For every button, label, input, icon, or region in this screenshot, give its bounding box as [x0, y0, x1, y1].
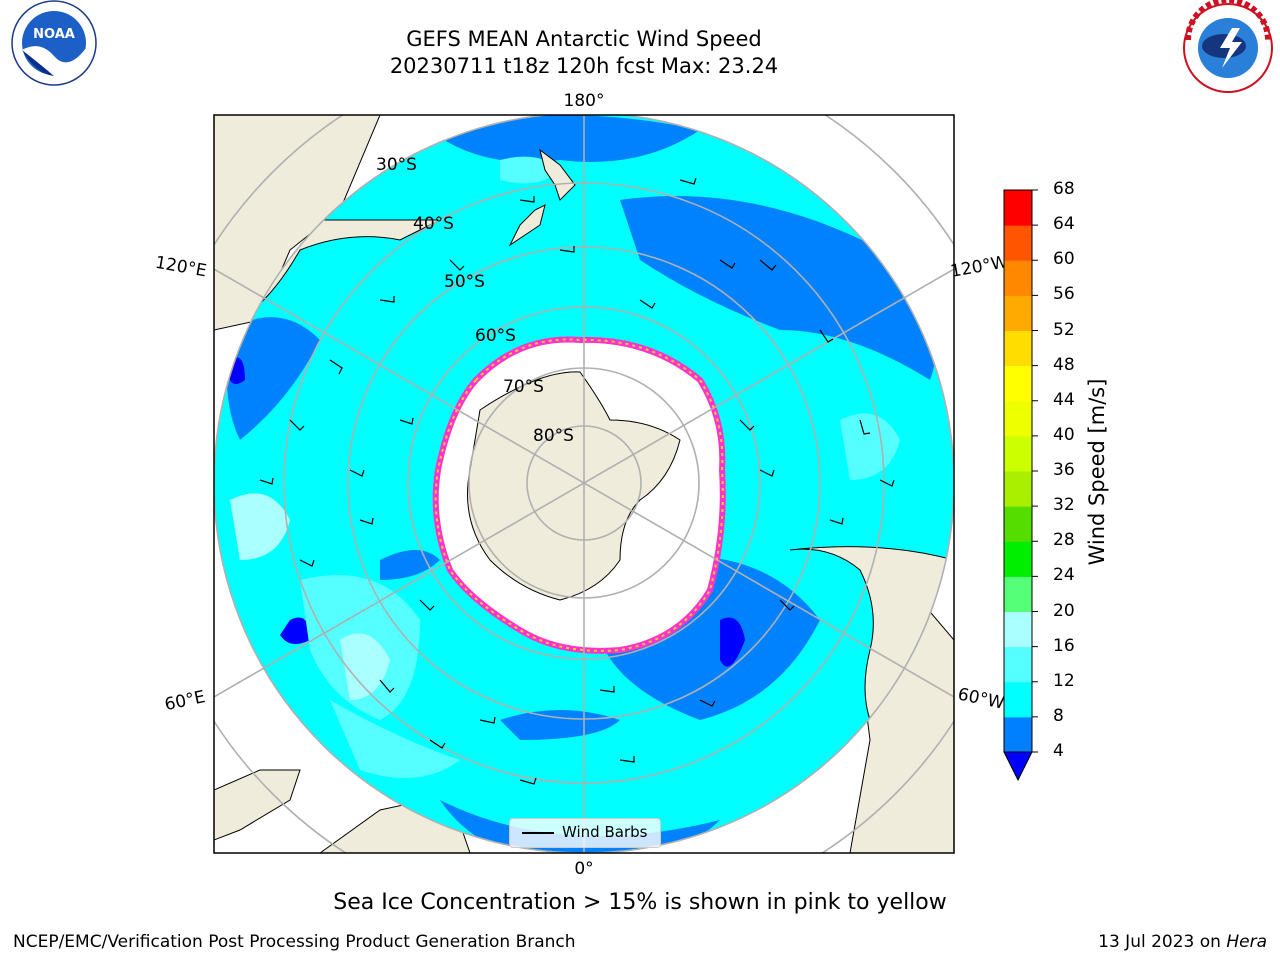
footer-credit: NCEP/EMC/Verification Post Processing Pr… — [13, 932, 576, 952]
colorbar-tick-label: 44 — [1053, 389, 1075, 410]
colorbar — [1003, 189, 1038, 782]
colorbar-bin — [1004, 576, 1032, 612]
colorbar-tick-label: 60 — [1053, 249, 1075, 270]
sea-ice-caption: Sea Ice Concentration > 15% is shown in … — [333, 890, 947, 915]
noaa-logo: NOAA — [11, 0, 97, 86]
colorbar-tick-label: 52 — [1053, 319, 1075, 340]
colorbar-tick-label: 12 — [1053, 670, 1075, 691]
lat-label-80s: 80°S — [533, 426, 574, 446]
colorbar-tick-label: 56 — [1053, 284, 1075, 305]
lon-label-left-lower: 60°E — [163, 687, 207, 715]
colorbar-tick-label: 16 — [1053, 635, 1075, 656]
lat-label-40s: 40°S — [413, 214, 454, 234]
lat-label-60s: 60°S — [475, 326, 516, 346]
svg-text:NOAA: NOAA — [33, 27, 75, 42]
map-subtitle: 20230711 t18z 120h fcst Max: 23.24 — [389, 54, 779, 78]
wind-barb-legend-line — [522, 832, 554, 834]
colorbar-bin — [1004, 681, 1032, 718]
colorbar-label: Wind Speed [m/s] — [1085, 378, 1109, 566]
nws-logo — [1183, 0, 1273, 93]
lon-label-top: 180° — [564, 91, 605, 111]
colorbar-bin — [1004, 435, 1032, 472]
colorbar-tick-label: 32 — [1053, 495, 1075, 516]
map-title: GEFS MEAN Antarctic Wind Speed — [406, 27, 762, 51]
colorbar-tick-label: 40 — [1053, 424, 1075, 445]
colorbar-bin — [1004, 716, 1032, 753]
footer-date-text: 13 Jul 2023 on — [1098, 932, 1227, 952]
colorbar-tick-label: 8 — [1053, 705, 1064, 726]
map-legend: Wind Barbs — [509, 818, 661, 848]
colorbar-tick-label: 36 — [1053, 460, 1075, 480]
colorbar-bin — [1004, 225, 1032, 261]
colorbar-tick-label: 20 — [1053, 600, 1075, 621]
colorbar-tick-label: 4 — [1053, 741, 1064, 761]
colorbar-bin — [1004, 506, 1032, 542]
colorbar-bin — [1004, 611, 1032, 648]
colorbar-tick-label: 64 — [1053, 214, 1075, 235]
colorbar-extend-arrow — [1003, 751, 1033, 782]
footer-machine: Hera — [1226, 932, 1267, 952]
colorbar-bin — [1004, 365, 1032, 402]
colorbar-bin — [1004, 541, 1032, 577]
colorbar-bin — [1004, 330, 1032, 367]
lat-label-30s: 30°S — [376, 155, 417, 175]
colorbar-tick-label: 48 — [1053, 354, 1075, 375]
wind-barb-legend-label: Wind Barbs — [562, 823, 648, 841]
lat-label-50s: 50°S — [444, 272, 485, 292]
colorbar-bin — [1004, 400, 1032, 437]
colorbar-bin — [1004, 295, 1032, 331]
colorbar-tick-label: 24 — [1053, 565, 1075, 586]
colorbar-tick-label: 28 — [1053, 530, 1075, 551]
colorbar-bin — [1004, 190, 1032, 226]
colorbar-bin — [1004, 260, 1032, 296]
footer-date: 13 Jul 2023 on Hera — [1098, 932, 1267, 952]
colorbar-tick-label: 68 — [1053, 179, 1075, 199]
lon-label-left-upper: 120°E — [154, 253, 208, 282]
colorbar-bin — [1004, 646, 1032, 683]
colorbar-bin — [1004, 471, 1032, 507]
lat-label-70s: 70°S — [503, 377, 544, 397]
lon-label-bottom: 0° — [574, 859, 593, 879]
